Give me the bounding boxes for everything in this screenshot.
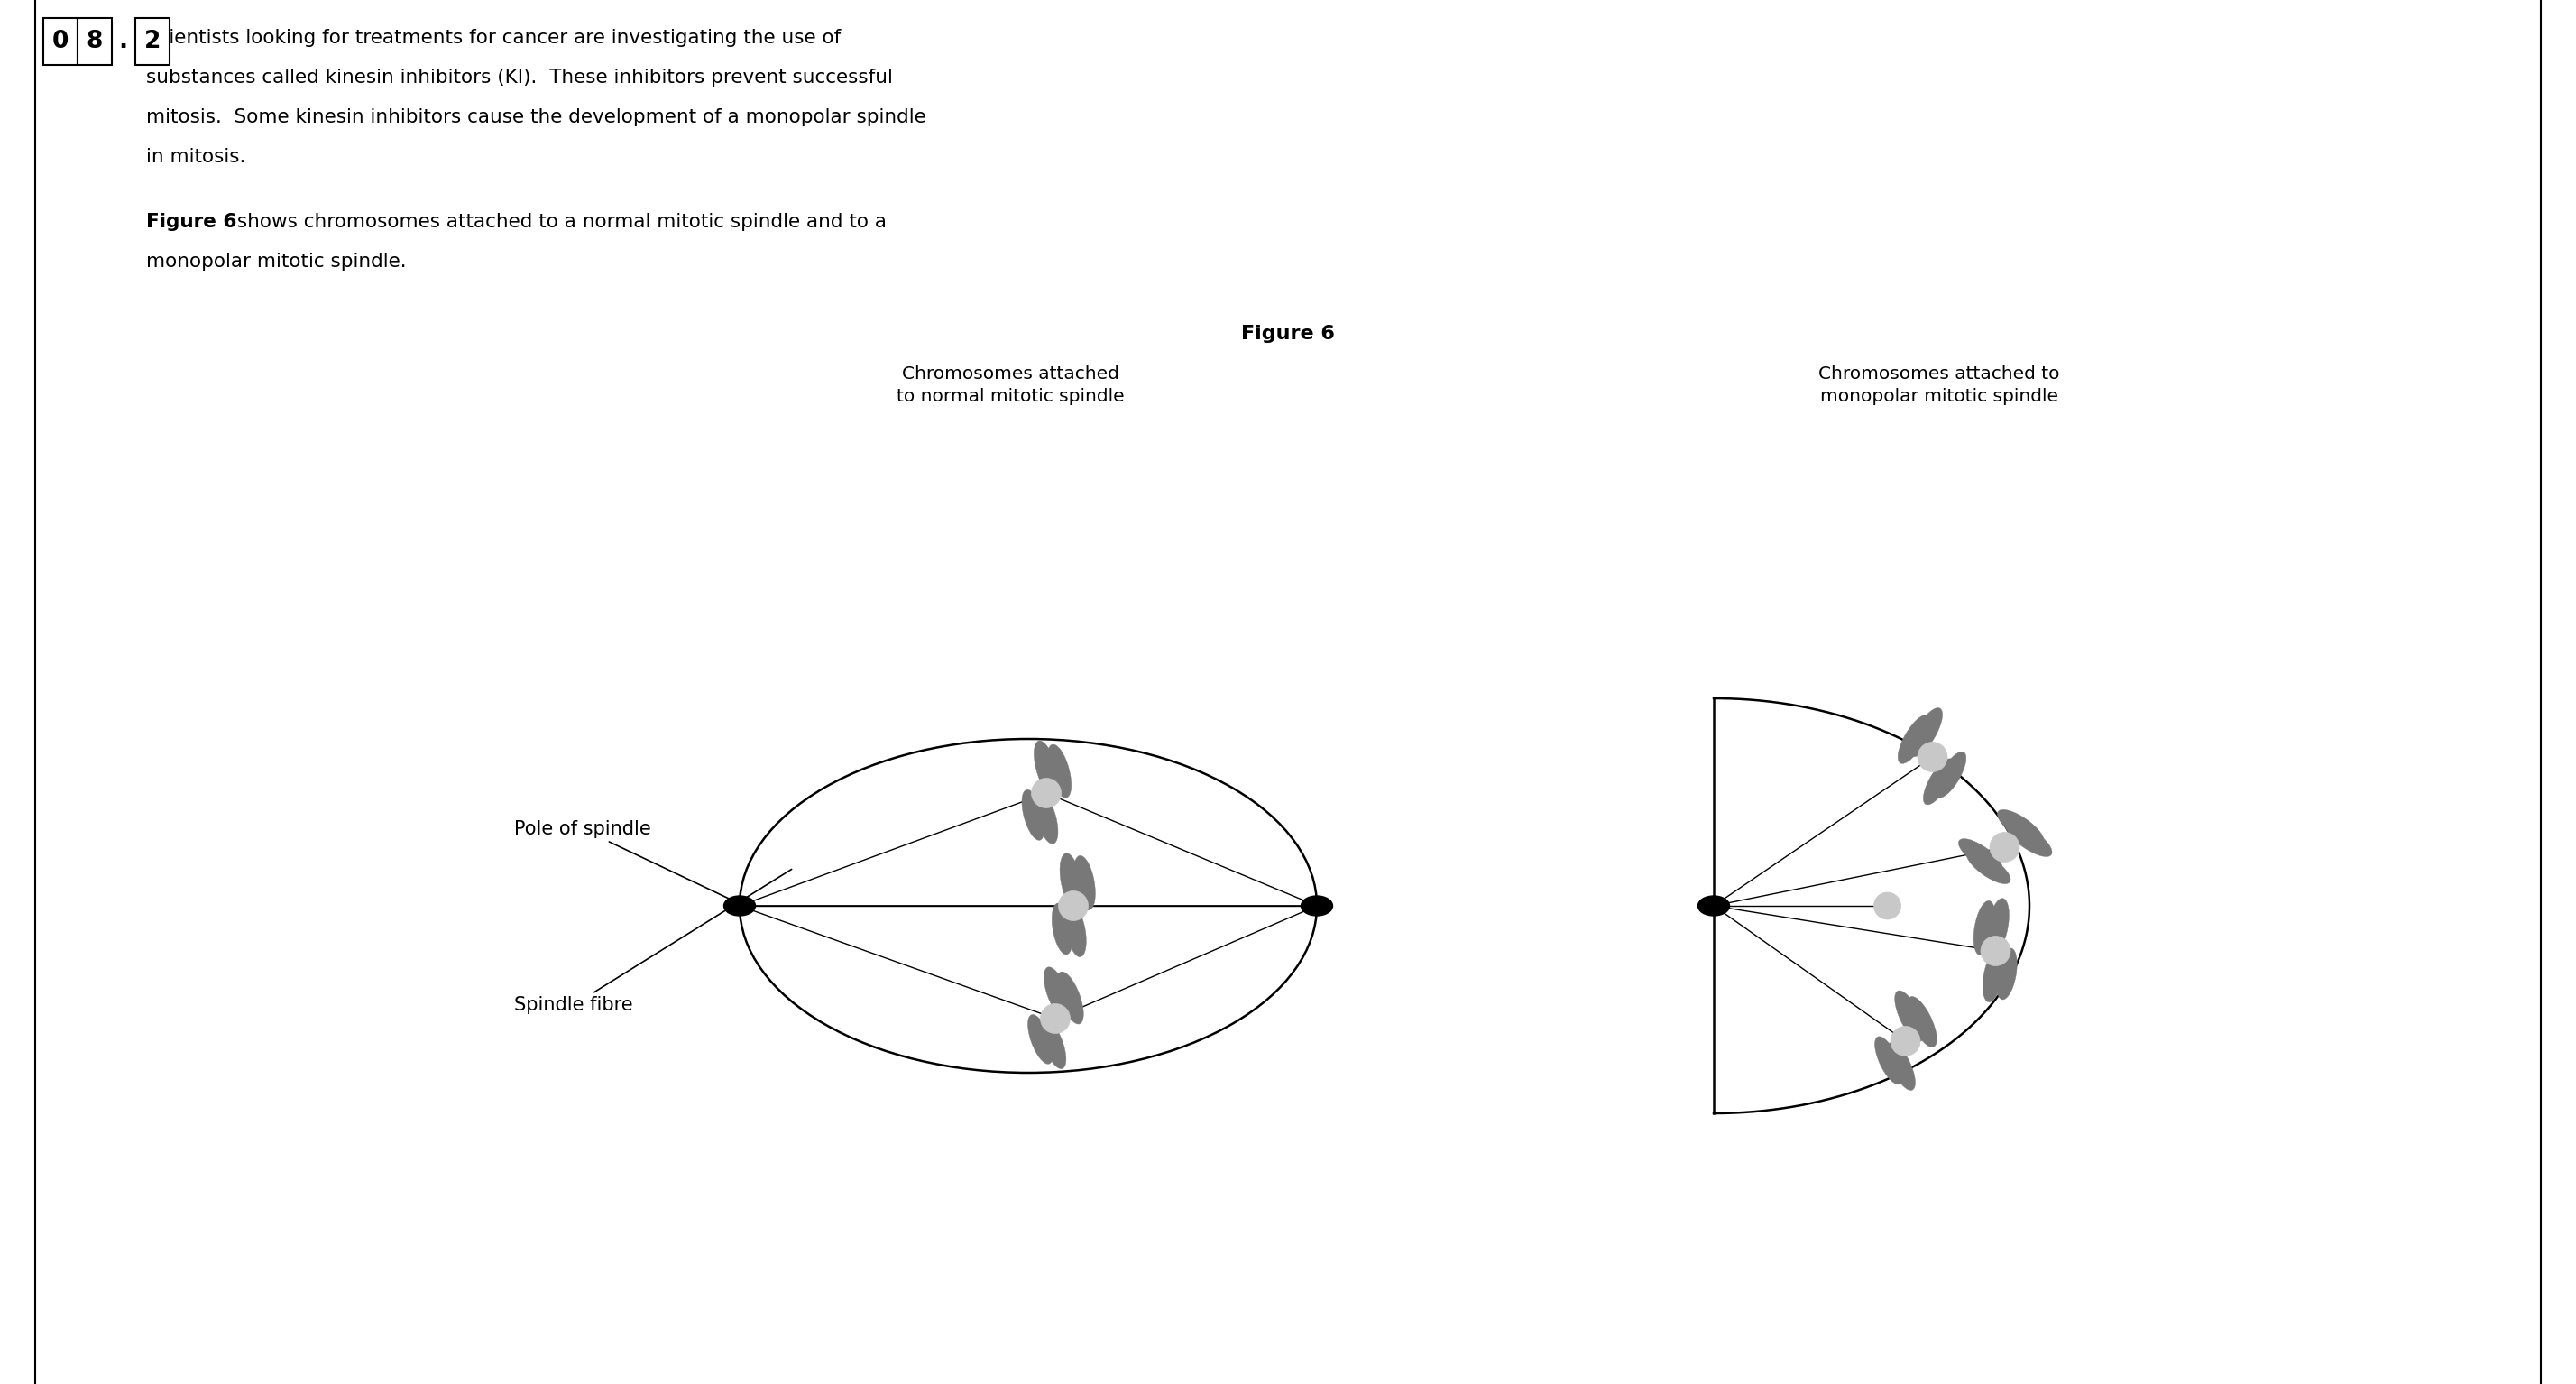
Ellipse shape (1301, 895, 1332, 916)
Ellipse shape (1906, 996, 1937, 1048)
Ellipse shape (1059, 891, 1087, 920)
Ellipse shape (1935, 752, 1965, 797)
Ellipse shape (1891, 1027, 1919, 1056)
Ellipse shape (1996, 810, 2043, 846)
Text: shows chromosomes attached to a normal mitotic spindle and to a: shows chromosomes attached to a normal m… (232, 213, 886, 231)
Ellipse shape (1875, 1037, 1904, 1085)
Ellipse shape (1996, 948, 2017, 999)
Ellipse shape (724, 895, 755, 916)
Ellipse shape (1873, 893, 1901, 919)
Ellipse shape (1896, 991, 1924, 1041)
Ellipse shape (1059, 853, 1082, 908)
Ellipse shape (1909, 707, 1942, 757)
Ellipse shape (1899, 714, 1929, 764)
Ellipse shape (1066, 905, 1087, 956)
Text: in mitosis.: in mitosis. (147, 148, 245, 166)
Text: Pole of spindle: Pole of spindle (515, 821, 742, 905)
Ellipse shape (1023, 790, 1043, 840)
Ellipse shape (1074, 855, 1095, 911)
Ellipse shape (1958, 839, 2002, 872)
Ellipse shape (1888, 1042, 1917, 1091)
Ellipse shape (1043, 967, 1072, 1020)
Ellipse shape (1973, 901, 1996, 955)
Text: mitosis.  Some kinesin inhibitors cause the development of a monopolar spindle: mitosis. Some kinesin inhibitors cause t… (147, 108, 927, 126)
Ellipse shape (1056, 972, 1084, 1024)
Ellipse shape (1981, 936, 2009, 966)
Text: 0: 0 (52, 30, 70, 53)
Ellipse shape (1041, 1020, 1066, 1068)
Text: 2: 2 (144, 30, 160, 53)
Text: 8: 8 (88, 30, 103, 53)
Ellipse shape (2004, 821, 2053, 857)
Text: .: . (118, 30, 126, 53)
Ellipse shape (1965, 850, 2009, 884)
Ellipse shape (1051, 902, 1072, 955)
Ellipse shape (1033, 740, 1059, 794)
Text: Spindle fibre: Spindle fibre (515, 869, 791, 1014)
Text: Chromosomes attached to
monopolar mitotic spindle: Chromosomes attached to monopolar mitoti… (1819, 365, 2061, 406)
Bar (77, 18, 111, 65)
Text: Chromosomes attached
to normal mitotic spindle: Chromosomes attached to normal mitotic s… (896, 365, 1123, 406)
Ellipse shape (1048, 745, 1072, 799)
Bar (44, 18, 77, 65)
Text: Scientists looking for treatments for cancer are investigating the use of: Scientists looking for treatments for ca… (147, 29, 840, 47)
Ellipse shape (1698, 895, 1728, 916)
Ellipse shape (1989, 832, 2020, 862)
Ellipse shape (1984, 951, 2004, 1002)
Text: Figure 6: Figure 6 (147, 213, 237, 231)
Ellipse shape (1041, 1003, 1069, 1034)
Ellipse shape (1028, 1014, 1054, 1064)
Text: monopolar mitotic spindle.: monopolar mitotic spindle. (147, 253, 407, 271)
Ellipse shape (1924, 758, 1955, 804)
Ellipse shape (1036, 793, 1059, 844)
Bar (137, 18, 170, 65)
Ellipse shape (1986, 898, 2009, 952)
Ellipse shape (1917, 742, 1947, 772)
Text: substances called kinesin inhibitors (KI).  These inhibitors prevent successful: substances called kinesin inhibitors (KI… (147, 69, 894, 87)
Ellipse shape (1030, 778, 1061, 808)
Text: Figure 6: Figure 6 (1242, 325, 1334, 343)
